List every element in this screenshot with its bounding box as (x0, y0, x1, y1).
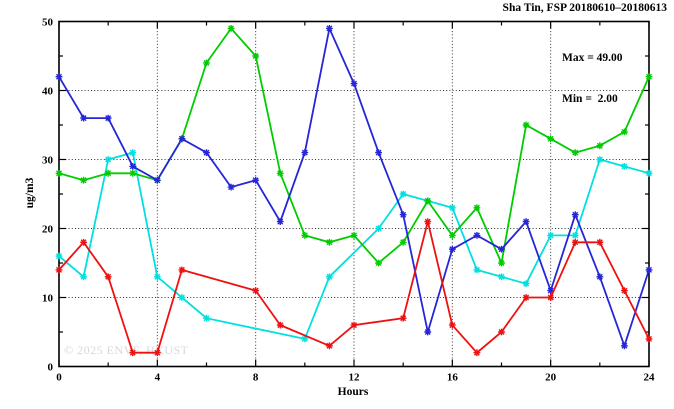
x-tick-label: 12 (349, 372, 361, 384)
legend-min: Min = 2.00 (562, 92, 618, 105)
x-tick-label: 0 (56, 372, 62, 384)
legend-max: Max = 49.00 (562, 52, 623, 64)
plot-border (58, 20, 650, 368)
y-tick-label: 0 (48, 362, 54, 374)
y-tick-label: 30 (42, 155, 54, 167)
x-tick-label: 16 (447, 372, 459, 384)
x-axis-label: Hours (337, 386, 369, 398)
x-tick-label: 8 (253, 372, 259, 384)
y-tick-label: 50 (42, 17, 54, 29)
series-markers-red (55, 218, 653, 357)
y-axis-label: ug/m3 (24, 177, 36, 209)
legend: Max = 49.00 Min = 2.00 (562, 25, 623, 120)
series-markers-blue (55, 25, 653, 350)
y-tick-label: 10 (42, 293, 54, 305)
x-tick-label: 20 (545, 372, 557, 384)
y-tick-label: 20 (42, 224, 54, 236)
chart-title: Sha Tin, FSP 20180610–20180613 (502, 2, 667, 14)
x-tick-label: 4 (155, 372, 161, 384)
y-tick-label: 40 (42, 86, 54, 98)
x-tick-label: 24 (644, 372, 656, 384)
